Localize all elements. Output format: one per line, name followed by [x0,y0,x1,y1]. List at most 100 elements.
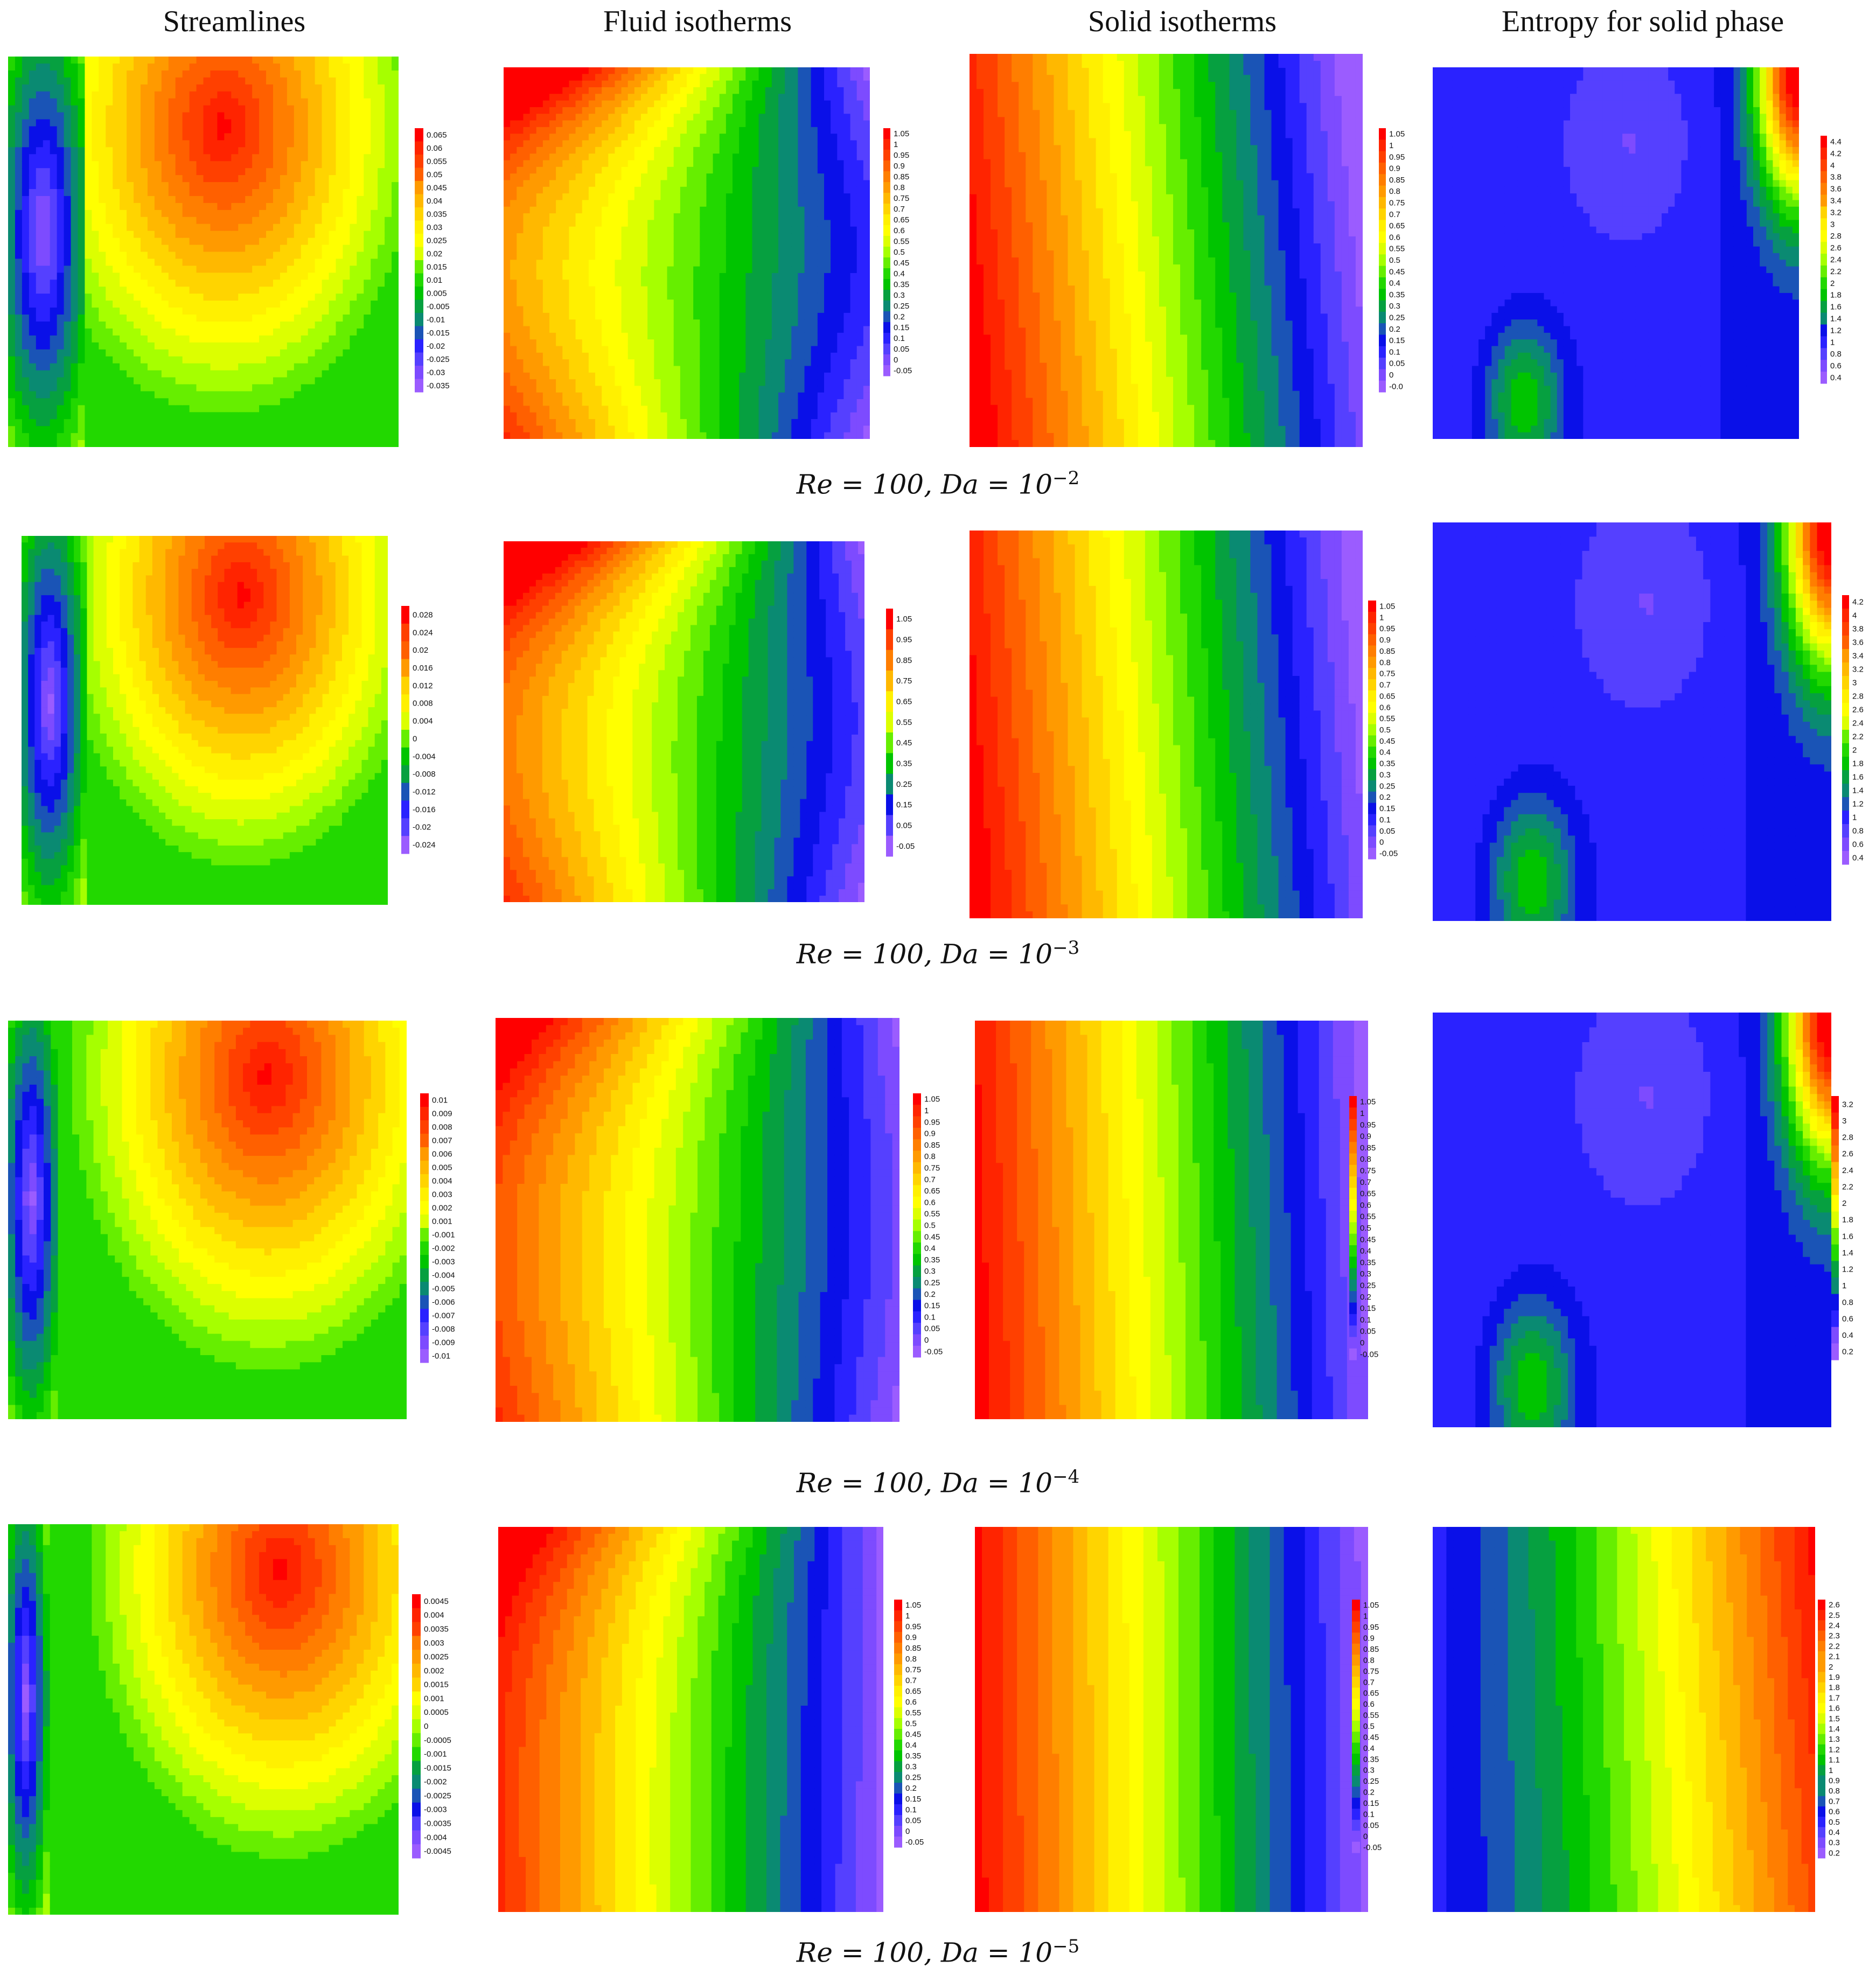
colorbar-segment [412,1650,421,1664]
colorbar-segment [412,1761,421,1775]
colorbar-segment [1821,348,1827,360]
colorbar-tick-label: 0.6 [1389,233,1400,242]
colorbar-segment [1818,1662,1825,1672]
colorbar-segment [1821,159,1827,172]
colorbar-tick-label: 0.2 [1389,325,1400,334]
colorbar-tick-label: 0 [413,734,417,743]
colorbar-tick-label: 0.75 [1363,1667,1379,1676]
colorbar-segment [1842,636,1849,650]
colorbar-tick-label: -0.003 [432,1258,455,1267]
colorbar-tick-label: 0.25 [1389,313,1405,323]
colorbar-tick-label: 0.15 [1389,336,1405,345]
colorbar-tick-label: 1.05 [924,1095,940,1104]
colorbar-tick-label: 0.025 [427,236,447,245]
colorbar-segment [1842,838,1849,852]
colorbar-tick-label: 0.55 [1363,1711,1379,1720]
colorbar-tick-label: 0.8 [1829,1786,1840,1796]
colorbar-segment [1352,1720,1360,1732]
colorbar-tick-label: 0.25 [896,780,912,789]
colorbar-tick-label: 2.3 [1829,1631,1840,1641]
colorbar-segment [883,257,890,269]
colorbar-segment [1842,622,1849,636]
colorbar-segment [894,1729,902,1740]
colorbar-segment [1831,1112,1839,1129]
colorbar-tick-label: 0.4 [905,1741,917,1750]
colorbar-tick-label: 0.1 [924,1313,936,1322]
colorbar-tick-label: 0.9 [1389,164,1400,173]
colorbar-tick-label: 0.5 [894,248,905,257]
colorbar-segment [1818,1796,1825,1807]
colorbar-tick-label: 0.6 [924,1198,936,1207]
colorbar-segment [1352,1621,1360,1633]
colorbar-tick-label: 0.0035 [424,1624,449,1634]
colorbar-tick-label: 1 [1842,1281,1846,1290]
colorbar-tick-label: 0.8 [1379,658,1391,667]
colorbar-tick-label: 2.6 [1830,243,1842,253]
colorbar-segment [401,712,409,730]
colorbar-segment [913,1116,921,1128]
colorbar-segment [894,1772,902,1783]
colorbar-segment [1831,1211,1839,1229]
colorbar-tick-label: 0.15 [894,323,909,332]
colorbar-tick-label: 0.75 [896,676,912,686]
colorbar-tick-label: 0.9 [1360,1132,1371,1141]
colorbar-segment [894,1643,902,1654]
colorbar-segment [1818,1734,1825,1745]
colorbar-segment [1842,824,1849,838]
colorbar-tick-label: 0.75 [905,1665,921,1674]
colorbar-segment [420,1161,429,1175]
colorbar-tick-label: 0.55 [924,1210,940,1219]
colorbar-tick-label: 1.2 [1842,1265,1853,1274]
colorbar-tick-label: 0.95 [1389,152,1405,162]
colorbar-segment [883,354,890,366]
colorbar-segment [894,1761,902,1772]
colorbar-tick-label: 0.35 [1379,759,1395,769]
colorbar-segment [1821,277,1827,290]
colorbar-segment [415,260,423,274]
colorbar-tick-label: 0.02 [413,646,428,655]
colorbar-segment [412,1622,421,1636]
colorbar-segment [1368,791,1376,804]
colorbar-segment [1842,811,1849,825]
colorbar-segment [1818,1703,1825,1714]
colorbar-entropy-solid-row-2: 4.2 4 3.8 3.6 3.4 3.2 3 2.8 2.6 2.4 2.2 2 1.8 1.6 1.4 1… [1842,595,1876,870]
colorbar-solid-isotherms-row-2: 1.05 1 0.95 0.9 0.85 0.8 0.75 0.7 0.65 0.6 0.55 0.5… [1368,601,1427,864]
colorbar-tick-label: 1.9 [1829,1673,1840,1682]
colorbar-tick-label: 0.05 [427,170,442,179]
colorbar-segment [1842,595,1849,609]
colorbar-tick-label: 0 [424,1722,428,1731]
colorbar-segment [420,1201,429,1215]
colorbar-segment [883,236,890,247]
contour-plot-fluid-isotherms-row-3 [496,1018,899,1422]
colorbar-segment [1818,1692,1825,1704]
colorbar-segment [894,1600,902,1611]
colorbar-segment [894,1653,902,1665]
colorbar-segment [1368,611,1376,624]
colorbar-tick-label: 0.8 [924,1152,936,1161]
colorbar-tick-label: 1 [924,1106,929,1115]
colorbar-tick-label: 0.25 [1363,1777,1379,1786]
colorbar-segment [1368,769,1376,781]
colorbar-tick-label: 0.2 [1360,1293,1371,1302]
colorbar-tick-label: 0.9 [1363,1634,1375,1643]
colorbar-segment [1818,1827,1825,1838]
colorbar-segment [883,333,890,344]
colorbar-tick-label: -0.05 [905,1838,924,1847]
colorbar-tick-label: 2.6 [1842,1149,1853,1159]
colorbar-segment [886,835,893,857]
colorbar-tick-label: 0.05 [896,821,912,831]
colorbar-segment [1368,623,1376,635]
colorbar-tick-label: -0.0015 [424,1763,451,1772]
colorbar-tick-label: 1.05 [1360,1098,1376,1107]
colorbar-tick-label: 0.9 [905,1633,917,1642]
colorbar-tick-label: -0.002 [432,1244,455,1253]
colorbar-segment [401,747,409,766]
colorbar-tick-label: -0.0 [1389,382,1403,391]
colorbar-segment [894,1686,902,1697]
colorbar-tick-label: -0.007 [432,1311,455,1321]
colorbar-tick-label: 0.8 [894,183,905,192]
colorbar-tick-label: 0.009 [432,1109,452,1119]
colorbar-tick-label: 0.001 [424,1694,444,1703]
colorbar-segment [1379,300,1386,312]
colorbar-fluid-isotherms-row-4: 1.05 1 0.95 0.9 0.85 0.8 0.75 0.7 0.65 0.6 0.55 0.5… [894,1600,953,1853]
